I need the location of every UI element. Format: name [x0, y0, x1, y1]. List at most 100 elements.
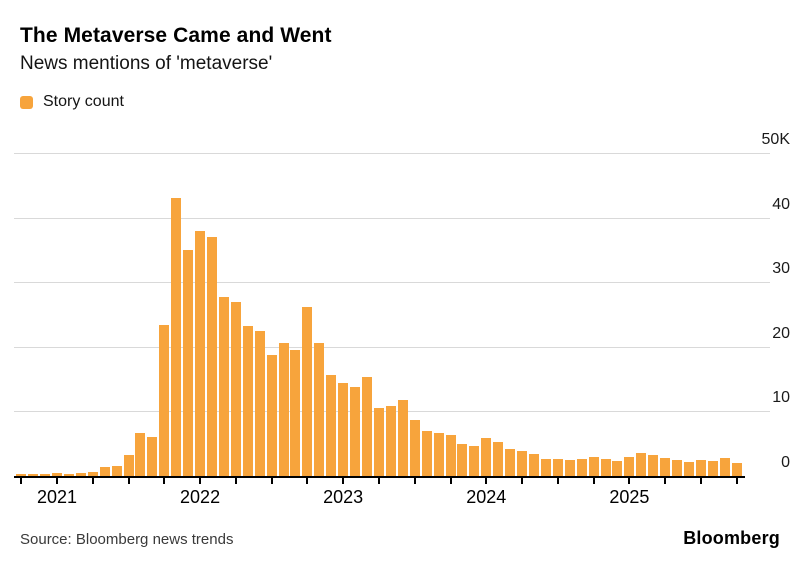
x-axis-year-label-2023: 2023 [323, 487, 364, 507]
bar-2025-07 [695, 460, 706, 476]
x-axis-year-label-2024: 2024 [466, 487, 507, 507]
bar-2024-11 [600, 459, 611, 476]
bar-2024-02 [493, 442, 504, 476]
y-axis-label-10: 10 [772, 389, 790, 407]
x-tick-2024-10 [592, 478, 595, 484]
bar-2025-02 [636, 453, 647, 476]
bar-2022-01 [195, 231, 206, 476]
bar-2025-05 [672, 460, 683, 476]
bar-2024-03 [505, 449, 516, 476]
bar-2021-08 [135, 433, 146, 476]
legend-label: Story count [43, 93, 124, 110]
bar-2024-08 [564, 460, 575, 476]
bar-2021-10 [159, 325, 170, 476]
bar-2021-04 [87, 472, 98, 476]
bar-2023-08 [421, 431, 432, 476]
legend: Story count [20, 93, 124, 111]
gridline-30 [14, 282, 770, 284]
y-axis-label-20: 20 [772, 324, 790, 342]
bar-2023-10 [445, 435, 456, 476]
x-axis-ticks [14, 478, 774, 486]
bar-2023-02 [350, 387, 361, 476]
bar-2024-09 [576, 459, 587, 476]
x-tick-2021-07 [127, 478, 130, 484]
bar-2020-10 [16, 474, 27, 476]
bar-2021-02 [63, 474, 74, 476]
bar-2024-07 [552, 459, 563, 476]
bar-2025-01 [624, 457, 635, 476]
chart-plot-area: 50K 40 30 20 10 0 [14, 131, 790, 476]
y-axis-label-40: 40 [772, 195, 790, 213]
bar-2023-11 [457, 444, 468, 476]
bar-2020-12 [40, 474, 51, 476]
bar-2023-04 [373, 408, 384, 476]
x-tick-2022-10 [306, 478, 309, 484]
bar-2024-12 [612, 461, 623, 476]
bar-2022-10 [302, 307, 313, 476]
gridline-20 [14, 346, 770, 348]
bar-2022-05 [242, 326, 253, 476]
bar-2025-06 [684, 462, 694, 476]
bar-2025-03 [648, 455, 659, 476]
x-tick-2021-10 [163, 478, 166, 484]
bar-2023-05 [385, 406, 396, 476]
x-tick-2024-01 [485, 478, 488, 484]
bar-2021-03 [75, 473, 86, 476]
bar-2025-08 [707, 461, 718, 476]
bar-2022-12 [326, 375, 337, 476]
bar-2022-08 [278, 343, 289, 476]
x-tick-2025-01 [628, 478, 631, 484]
bar-2024-10 [588, 457, 599, 476]
bar-2021-01 [51, 473, 62, 476]
x-tick-2021-01 [55, 478, 58, 484]
x-tick-2021-04 [91, 478, 94, 484]
x-axis-year-label-2025: 2025 [609, 487, 650, 507]
x-tick-2022-01 [199, 478, 202, 484]
bar-2024-05 [528, 454, 539, 476]
bar-2023-07 [409, 420, 420, 476]
bar-2025-09 [719, 458, 730, 476]
x-axis-year-label-2021: 2021 [36, 487, 77, 507]
y-axis-label-50K: 50K [761, 131, 790, 148]
gridline-50K [14, 153, 770, 154]
x-tick-2023-10 [449, 478, 452, 484]
x-tick-2023-01 [342, 478, 345, 484]
bar-2021-07 [123, 455, 134, 476]
bar-2024-04 [517, 451, 528, 476]
bar-2023-09 [433, 433, 444, 476]
x-tick-2023-07 [413, 478, 416, 484]
bar-2025-10 [731, 463, 742, 476]
x-tick-2024-04 [521, 478, 524, 484]
x-tick-2022-04 [234, 478, 237, 484]
bar-2024-06 [540, 459, 551, 476]
bar-2020-11 [28, 474, 39, 476]
x-tick-2025-07 [699, 478, 702, 484]
bar-2025-04 [660, 458, 671, 476]
gridline-40 [14, 217, 770, 219]
bar-2021-09 [147, 437, 158, 476]
x-tick-2022-07 [270, 478, 273, 484]
x-tick-2020-10 [20, 478, 23, 484]
x-tick-2025-04 [664, 478, 667, 484]
x-tick-2024-07 [556, 478, 559, 484]
x-axis-line [14, 476, 745, 478]
x-tick-2023-04 [377, 478, 380, 484]
y-axis-label-0: 0 [781, 454, 790, 471]
legend-swatch-icon [20, 95, 33, 109]
x-axis-year-label-2022: 2022 [180, 487, 221, 507]
x-tick-2025-10 [735, 478, 738, 484]
page-subtitle: News mentions of 'metaverse' [20, 53, 273, 74]
bar-2021-11 [171, 198, 182, 476]
bar-2024-01 [481, 438, 492, 476]
bar-2023-06 [397, 400, 408, 476]
bar-2021-05 [99, 467, 110, 476]
bar-2023-03 [362, 377, 373, 476]
bar-2022-06 [254, 331, 265, 476]
bar-2022-04 [230, 302, 241, 476]
bar-2021-06 [111, 466, 122, 476]
y-axis-label-30: 30 [772, 260, 790, 278]
bar-2022-11 [314, 343, 325, 476]
bar-2022-02 [207, 237, 217, 476]
source-note: Source: Bloomberg news trends [20, 531, 234, 548]
bar-2023-01 [338, 383, 349, 476]
